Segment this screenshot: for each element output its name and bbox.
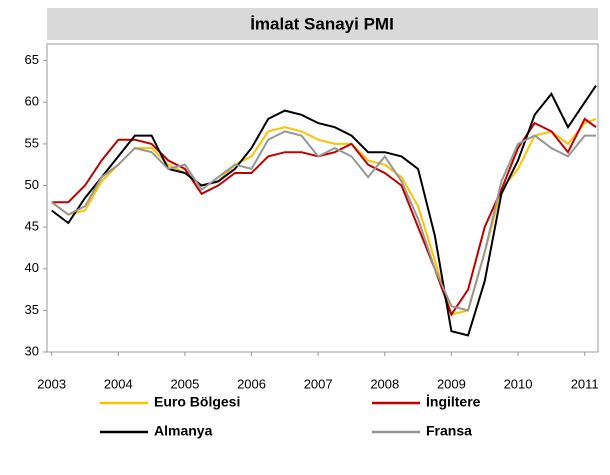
series-line	[51, 117, 597, 317]
series-line	[51, 130, 596, 312]
y-tick-label: 30	[25, 343, 39, 358]
y-tick-label: 60	[25, 94, 39, 109]
legend-label: İngiltere	[426, 394, 481, 410]
title-bar	[47, 8, 598, 40]
x-tick-label: 2003	[37, 376, 66, 391]
x-tick-label: 2010	[504, 376, 533, 391]
y-tick-label: 55	[25, 135, 39, 150]
x-tick-label: 2004	[104, 376, 133, 391]
series-line	[51, 85, 597, 337]
x-tick-label: 2006	[237, 376, 266, 391]
series-line	[51, 117, 597, 316]
legend-label: Euro Bölgesi	[154, 394, 240, 410]
y-tick-label: 40	[25, 260, 39, 275]
y-tick-label: 35	[25, 302, 39, 317]
x-tick-label: 2009	[437, 376, 466, 391]
x-tick-label: 2005	[170, 376, 199, 391]
y-tick-label: 65	[25, 52, 39, 67]
plot-area	[46, 43, 599, 353]
x-tick-label: 2007	[304, 376, 333, 391]
legend-label: Fransa	[426, 423, 472, 439]
legend-label: Almanya	[154, 423, 213, 439]
x-tick-label: 2008	[370, 376, 399, 391]
chart-title: İmalat Sanayi PMI	[250, 14, 394, 33]
y-tick-label: 45	[25, 219, 39, 234]
y-tick-label: 50	[25, 177, 39, 192]
x-tick-label: 2011	[571, 376, 599, 391]
